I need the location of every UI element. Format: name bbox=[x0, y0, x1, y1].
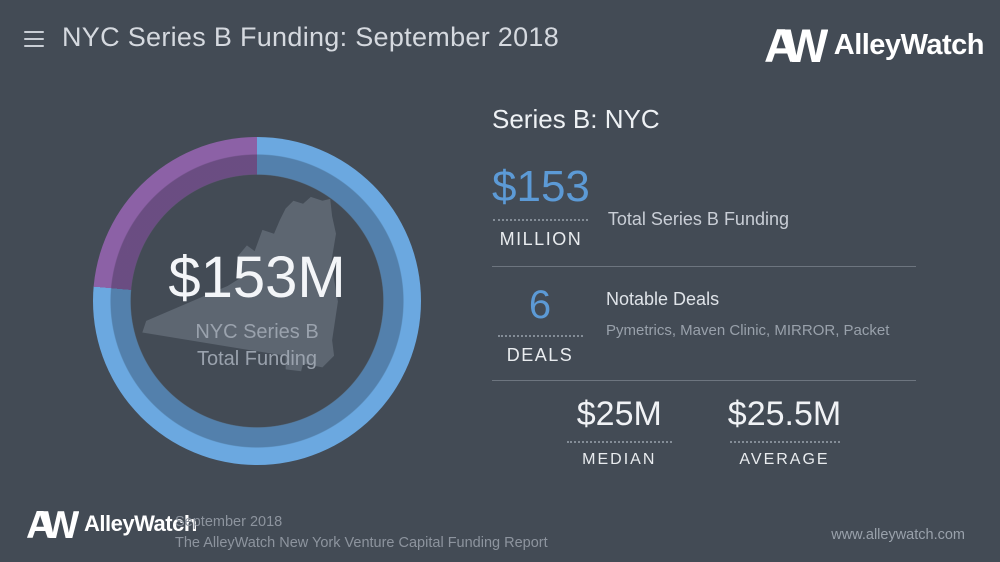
median-value: $25M bbox=[576, 395, 662, 433]
footer-report-title: The AlleyWatch New York Venture Capital … bbox=[175, 535, 548, 552]
svg-text:A: A bbox=[26, 505, 54, 543]
funding-donut-chart: $153M NYC Series B Total Funding bbox=[93, 137, 421, 465]
alleywatch-wordmark: AlleyWatch bbox=[84, 511, 197, 536]
deals-stat: 6 DEALS bbox=[492, 285, 588, 366]
donut-caption: NYC Series B Total Funding bbox=[195, 321, 319, 370]
alleywatch-monogram-icon: A W bbox=[764, 22, 828, 68]
deals-count: 6 bbox=[528, 283, 552, 327]
total-funding-stat: $153 MILLION bbox=[492, 165, 590, 250]
average-value: $25.5M bbox=[727, 395, 842, 433]
dotted-divider bbox=[497, 335, 583, 337]
notable-deals-block: Notable Deals Pymetrics, Maven Clinic, M… bbox=[606, 289, 889, 339]
total-funding-row: $153 MILLION Total Series B Funding bbox=[492, 165, 916, 250]
dotted-divider bbox=[566, 441, 672, 443]
average-label: AVERAGE bbox=[739, 451, 830, 468]
dotted-divider bbox=[729, 441, 840, 443]
footer-report-info: September 2018 The AlleyWatch New York V… bbox=[175, 512, 548, 554]
median-label: MEDIAN bbox=[582, 451, 657, 468]
total-funding-value: $153 bbox=[492, 162, 590, 211]
average-stat: $25.5M AVERAGE bbox=[728, 397, 841, 469]
deals-unit: DEALS bbox=[506, 345, 574, 365]
donut-total-value: $153M bbox=[168, 245, 346, 310]
total-funding-unit: MILLION bbox=[499, 229, 583, 249]
median-stat: $25M MEDIAN bbox=[566, 395, 672, 469]
website-url: www.alleywatch.com bbox=[831, 527, 965, 543]
notable-deals-list: Pymetrics, Maven Clinic, MIRROR, Packet bbox=[606, 322, 890, 339]
notable-deals-title: Notable Deals bbox=[606, 289, 720, 309]
footer-date: September 2018 bbox=[175, 514, 283, 530]
deals-row: 6 DEALS Notable Deals Pymetrics, Maven C… bbox=[492, 285, 916, 366]
section-divider bbox=[492, 266, 916, 267]
svg-text:A: A bbox=[764, 22, 798, 68]
svg-text:W: W bbox=[784, 22, 828, 68]
panel-heading: Series B: NYC bbox=[492, 104, 660, 134]
alleywatch-monogram-icon: A W bbox=[26, 505, 79, 543]
alleywatch-footer-logo: A W AlleyWatch bbox=[26, 505, 197, 543]
alleywatch-logo: A W AlleyWatch bbox=[764, 22, 985, 68]
page-title: NYC Series B Funding: September 2018 bbox=[62, 22, 560, 52]
svg-text:W: W bbox=[42, 505, 79, 543]
section-divider bbox=[492, 380, 916, 381]
summary-row: $25M MEDIAN $25.5M AVERAGE bbox=[492, 397, 916, 469]
total-funding-desc: Total Series B Funding bbox=[607, 209, 789, 229]
alleywatch-wordmark: AlleyWatch bbox=[833, 28, 985, 61]
dotted-divider bbox=[493, 219, 589, 221]
hamburger-menu-icon[interactable] bbox=[24, 31, 44, 47]
stats-panel: Series B: NYC $153 MILLION Total Series … bbox=[492, 104, 916, 469]
new-york-state-silhouette-icon bbox=[142, 196, 338, 372]
donut-center-text: $153M NYC Series B Total Funding bbox=[93, 249, 421, 373]
